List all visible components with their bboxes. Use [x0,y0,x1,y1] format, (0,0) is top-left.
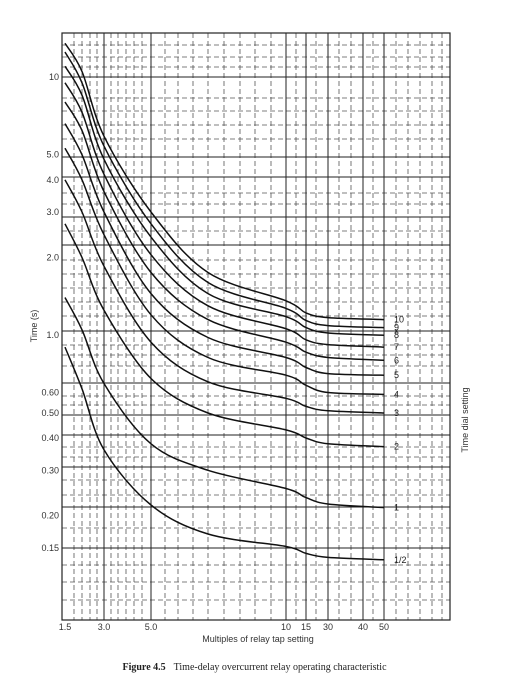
curve-4 [64,147,385,396]
curve-label: 1 [394,503,399,513]
x-tick-label: 3.0 [98,622,111,632]
curve-10 [64,42,385,321]
x-tick-label: 40 [358,622,368,632]
curve-label: 1/2 [394,555,407,565]
curve-label: 4 [394,389,399,399]
time-dial-setting-label: Time dial setting [460,387,470,452]
figure-caption: Figure 4.5 Time-delay overcurrent relay o… [0,662,509,673]
y-tick-label: 2.0 [46,252,59,262]
curve-3 [64,179,385,414]
curve-label: 9 [394,323,399,333]
y-tick-label: 0.40 [41,433,59,443]
curve-label: 8 [394,330,399,340]
y-tick-label: 10 [49,72,59,82]
y-axis-label: Time (s) [29,310,39,343]
curve-8 [64,65,385,336]
x-tick-label: 10 [281,622,291,632]
figure-number: Figure 4.5 [122,662,166,673]
y-tick-label: 5.0 [46,150,59,160]
curve-label: 3 [394,408,399,418]
y-tick-label: 0.60 [41,388,59,398]
y-tick-label: 0.20 [41,511,59,521]
curve-label: 10 [394,315,404,325]
x-tick-label: 15 [301,622,311,632]
curve-1 [64,297,385,509]
plot-frame [61,32,451,621]
curve-7 [64,82,385,348]
caption-text: Time-delay overcurrent relay operating c… [173,662,387,673]
curve-label: 2 [394,442,399,452]
y-tick-label: 1.0 [46,330,59,340]
x-axis-label: Multiples of relay tap setting [202,634,314,644]
curve-1-2 [64,346,385,561]
x-tick-label: 5.0 [145,622,158,632]
curve-6 [64,101,385,362]
curve-9 [64,51,385,329]
y-tick-label: 4.0 [46,175,59,185]
curve-5 [64,123,385,376]
grid [62,33,450,620]
tick-labels: 10 5.0 4.0 3.0 2.0 1.0 0.60 0.50 0.40 0.30 0.20 0.1… [41,72,389,632]
y-tick-label: 0.30 [41,465,59,475]
y-tick-label: 0.15 [41,543,59,553]
curve-label: 6 [394,355,399,365]
curve-label: 7 [394,342,399,352]
x-tick-label: 1.5 [59,622,72,632]
y-tick-label: 0.50 [41,408,59,418]
x-tick-label: 30 [323,622,333,632]
y-tick-label: 3.0 [46,207,59,217]
curve-label: 5 [394,370,399,380]
x-tick-label: 50 [379,622,389,632]
curve-2 [64,223,385,448]
